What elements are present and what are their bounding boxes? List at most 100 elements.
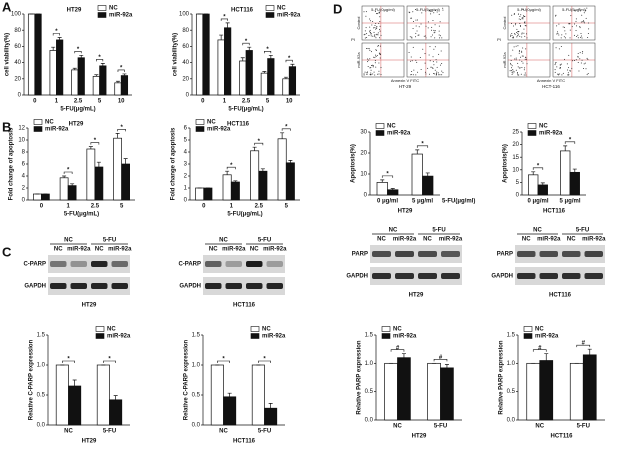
- legend-label: miR-92a: [107, 334, 131, 340]
- flow-dot: [572, 60, 574, 62]
- flow-dot: [374, 74, 376, 76]
- flow-dot: [512, 70, 514, 72]
- blot-lane-label: miR-92a: [393, 237, 417, 243]
- x-tick-label: 1: [223, 99, 227, 105]
- flow-dot: [368, 59, 370, 61]
- flow-dot: [566, 63, 568, 65]
- y-tick-label: 6: [22, 162, 26, 168]
- flow-dot: [517, 13, 519, 15]
- legend-swatch: [381, 326, 391, 332]
- y-tick-label: 40: [14, 60, 21, 66]
- flow-dot: [523, 32, 525, 34]
- x-axis-label: 5-FU(μg/mL): [60, 107, 95, 113]
- flow-dot: [575, 20, 577, 22]
- flow-dot: [432, 56, 434, 58]
- flow-dot: [428, 54, 430, 56]
- flow-dot: [365, 11, 367, 13]
- flow-dot: [587, 73, 589, 75]
- flow-dot: [511, 67, 513, 69]
- bar: [250, 150, 260, 201]
- flow-dot: [516, 31, 518, 33]
- legend-label: miR-92a: [393, 334, 417, 340]
- flow-dot: [520, 14, 522, 16]
- flow-dot: [584, 22, 586, 24]
- flow-dot: [410, 73, 412, 75]
- flow-dot: [517, 45, 519, 47]
- legend-swatch: [250, 333, 260, 339]
- legend-label: NC: [107, 327, 116, 333]
- x-tick-label: 1: [55, 99, 59, 105]
- flow-dot: [583, 63, 585, 65]
- legend-swatch: [527, 123, 537, 129]
- bar: [203, 187, 213, 201]
- flow-dot: [411, 36, 413, 38]
- error-bar: [544, 353, 549, 361]
- x-tick-label: 1: [66, 204, 70, 210]
- y-tick-label: 0.0: [507, 418, 516, 424]
- blot-band: [517, 251, 536, 257]
- flow-dot: [569, 70, 571, 72]
- legend-swatch: [375, 123, 385, 129]
- x-axis-label: 5-FU(μg/mL): [228, 107, 263, 113]
- flow-dot: [375, 54, 377, 56]
- y-tick-label: 8: [22, 150, 26, 156]
- flow-dot: [588, 28, 590, 30]
- panel-label: A: [2, 0, 12, 14]
- flow-dot: [519, 25, 521, 27]
- bar: [59, 177, 69, 201]
- flow-title: HCT-116: [542, 84, 560, 89]
- flow-dot: [435, 72, 437, 74]
- flow-dot: [421, 12, 423, 14]
- flow-dot: [439, 35, 441, 37]
- flow-dot: [377, 34, 379, 36]
- flow-dot: [585, 17, 587, 19]
- blot-strip: [370, 267, 462, 285]
- significance-bracket: [281, 128, 291, 131]
- x-axis-label: 5-FU(μg/mL): [227, 212, 262, 218]
- flow-dot: [369, 30, 371, 32]
- flow-dot: [577, 61, 579, 63]
- flow-dot: [559, 73, 561, 75]
- flow-dot: [441, 74, 443, 76]
- flow-dot: [373, 31, 375, 33]
- flow-dot: [517, 31, 519, 33]
- blot-title: HT29: [82, 303, 97, 309]
- significance-mark: *: [120, 66, 123, 72]
- flow-dot: [525, 74, 527, 76]
- flow-dot: [571, 67, 573, 69]
- flow-dot: [580, 32, 582, 34]
- flow-dot: [434, 69, 436, 71]
- flow-dot: [523, 28, 525, 30]
- flow-dot: [433, 32, 435, 34]
- flow-dot: [412, 46, 414, 48]
- flow-dot: [513, 25, 515, 27]
- flow-dot: [510, 62, 512, 64]
- error-bar: [225, 22, 230, 28]
- flow-dot: [513, 12, 515, 14]
- chart-title: HT29: [398, 209, 413, 215]
- flow-dot: [375, 13, 377, 15]
- flow-dot: [524, 35, 526, 37]
- flow-dot: [369, 26, 371, 28]
- y-tick-label: 2: [22, 186, 26, 192]
- error-bar: [88, 146, 93, 149]
- flow-dot: [516, 72, 518, 74]
- flow-dot: [380, 34, 382, 36]
- flow-dot: [581, 52, 583, 54]
- flow-dot: [415, 32, 417, 34]
- flow-col-label: 5-FU(5μg/ml): [562, 7, 586, 12]
- blot-lane-label: NC: [95, 247, 104, 253]
- flow-dot: [431, 26, 433, 28]
- flow-dot: [433, 29, 435, 31]
- y-tick-label: 0: [186, 93, 190, 99]
- legend-label: NC: [262, 327, 271, 333]
- bar: [260, 72, 268, 96]
- blot-strip: [370, 245, 462, 263]
- significance-mark: *: [537, 163, 540, 169]
- flow-dot: [378, 12, 380, 14]
- flow-dot: [415, 19, 417, 21]
- flow-dot: [379, 53, 381, 55]
- bar: [96, 364, 110, 426]
- flow-dot: [375, 49, 377, 51]
- flow-dot: [569, 29, 571, 31]
